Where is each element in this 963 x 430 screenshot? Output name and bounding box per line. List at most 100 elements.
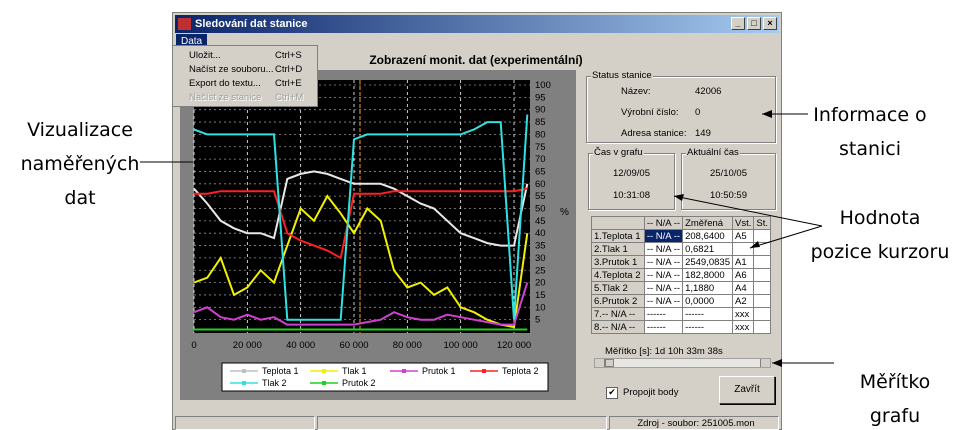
menu-shortcut: Ctrl+E bbox=[275, 78, 302, 89]
chart-date: 12/09/05 bbox=[613, 168, 650, 179]
scrollbar[interactable] bbox=[594, 358, 771, 368]
menu-item: Načíst ze stanice Ctrl+M bbox=[189, 91, 314, 105]
table-cell bbox=[753, 281, 771, 295]
legend-marker bbox=[322, 369, 326, 373]
current-time-group: Aktuální čas 25/10/05 10:50:59 bbox=[681, 147, 776, 210]
y-tick-label: 95 bbox=[535, 92, 546, 103]
field-label: Výrobní číslo: bbox=[621, 107, 679, 118]
table-cell: A5 bbox=[731, 229, 755, 243]
field-value: 42006 bbox=[695, 86, 722, 97]
legend-marker bbox=[322, 381, 326, 385]
checkbox[interactable]: ✔ bbox=[606, 387, 618, 399]
header-cell: Vst. bbox=[731, 216, 755, 230]
y-tick-label: 65 bbox=[535, 166, 546, 177]
menu-shortcut: Ctrl+M bbox=[275, 92, 304, 103]
group-title: Čas v grafu bbox=[593, 147, 644, 158]
y-tick-label: 40 bbox=[535, 228, 546, 239]
maximize-button[interactable]: □ bbox=[747, 17, 761, 30]
legend-label: Tlak 2 bbox=[262, 378, 287, 388]
field-label: Název: bbox=[621, 86, 651, 97]
table-row: 3.Prutok 1 -- N/A -- 2549,0835 A1 bbox=[591, 255, 771, 269]
table-cell: ------ bbox=[643, 307, 684, 321]
legend-marker bbox=[402, 369, 406, 373]
header-cell: Změřená bbox=[682, 216, 733, 230]
scroll-thumb[interactable] bbox=[605, 359, 614, 367]
minimize-button[interactable]: _ bbox=[731, 17, 745, 30]
menu-label: Načíst ze stanice bbox=[189, 92, 262, 103]
annotation-scale: Měřítko grafu bbox=[840, 365, 950, 430]
series-line bbox=[193, 170, 529, 247]
status-source: Zdroj - soubor: 251005.mon bbox=[609, 416, 779, 430]
current-date: 25/10/05 bbox=[710, 168, 747, 179]
annotation-line: grafu bbox=[869, 405, 921, 427]
chart-title: Zobrazení monit. dat (experimentální) bbox=[369, 53, 583, 67]
x-tick-label: 100 000 bbox=[443, 340, 477, 351]
table-cell: -- N/A -- bbox=[643, 294, 684, 308]
legend-marker bbox=[242, 369, 246, 373]
legend-marker bbox=[482, 369, 486, 373]
y-tick-label: 80 bbox=[535, 129, 546, 140]
close-app-button[interactable]: Zavřít bbox=[719, 376, 775, 404]
table-cell: A2 bbox=[731, 294, 755, 308]
menu-label: Export do textu... bbox=[189, 78, 261, 89]
close-button[interactable]: × bbox=[763, 17, 777, 30]
annotation-line: Hodnota bbox=[839, 207, 921, 229]
status-bar: Zdroj - soubor: 251005.mon bbox=[175, 415, 779, 430]
table-cell: 7.-- N/A -- bbox=[591, 307, 645, 321]
table-cell: xxx bbox=[731, 307, 755, 321]
scroll-right[interactable] bbox=[760, 359, 770, 367]
scale-label: Měřítko [s]: 1d 10h 33m 38s bbox=[605, 346, 723, 357]
table-cell: ------ bbox=[682, 307, 733, 321]
table-cell: 0,6821 bbox=[682, 242, 733, 256]
field-value: 149 bbox=[695, 128, 711, 139]
y-tick-label: 5 bbox=[535, 315, 540, 326]
menu-item[interactable]: Uložit... Ctrl+S bbox=[189, 49, 314, 63]
y-tick-label: 35 bbox=[535, 241, 546, 252]
annotation-cursor: Hodnota pozice kurzoru bbox=[800, 201, 960, 269]
menu-item[interactable]: Export do textu... Ctrl+E bbox=[189, 77, 314, 91]
chart-time-group: Čas v grafu 12/09/05 10:31:08 bbox=[588, 147, 675, 210]
table-row: 6.Prutok 2 -- N/A -- 0,0000 A2 bbox=[591, 294, 771, 308]
annotation-line: dat bbox=[64, 187, 96, 209]
table-cell bbox=[753, 294, 771, 308]
table-cell: 2.Tlak 1 bbox=[591, 242, 645, 256]
legend bbox=[221, 362, 549, 392]
table-cell: 208,6400 bbox=[682, 229, 733, 243]
table-row: 2.Tlak 1 -- N/A -- 0,6821 bbox=[591, 242, 771, 256]
table-cell bbox=[753, 229, 771, 243]
table-cell: -- N/A -- bbox=[643, 229, 684, 243]
chart: 5101520253035404550556065707580859095100… bbox=[180, 70, 576, 400]
y-tick-label: 60 bbox=[535, 179, 546, 190]
y-tick-label: 30 bbox=[535, 253, 546, 264]
table-row: 1.Teplota 1 -- N/A -- 208,6400 A5 bbox=[591, 229, 771, 243]
legend-label: Prutok 1 bbox=[422, 366, 456, 376]
table-cell: -- N/A -- bbox=[643, 281, 684, 295]
current-time: 10:50:59 bbox=[710, 190, 747, 201]
y-tick-label: 75 bbox=[535, 142, 546, 153]
annotation-line: Vizualizace bbox=[27, 119, 133, 141]
y-tick-label: 85 bbox=[535, 117, 546, 128]
legend-label: Prutok 2 bbox=[342, 378, 376, 388]
table-cell bbox=[753, 320, 771, 334]
table-cell: -- N/A -- bbox=[643, 242, 684, 256]
table-row: 4.Teplota 2 -- N/A -- 182,8000 A6 bbox=[591, 268, 771, 282]
y-tick-label: 50 bbox=[535, 204, 546, 215]
series-line bbox=[193, 282, 529, 326]
legend-marker bbox=[242, 381, 246, 385]
scroll-left[interactable] bbox=[595, 359, 605, 367]
annotation-info: Informace o stanici bbox=[800, 98, 940, 166]
menu-item[interactable]: Načíst ze souboru... Ctrl+D bbox=[189, 63, 314, 77]
group-title: Aktuální čas bbox=[686, 147, 740, 158]
title-bar: Sledování dat stanice _ □ × bbox=[175, 15, 779, 33]
table-cell: ------ bbox=[643, 320, 684, 334]
x-tick-label: 40 000 bbox=[286, 340, 315, 351]
annotation-line: Informace o bbox=[813, 104, 927, 126]
table-cell: xxx bbox=[731, 320, 755, 334]
x-tick-label: 80 000 bbox=[393, 340, 422, 351]
y-tick-label: 15 bbox=[535, 290, 546, 301]
annotation-line: naměřených bbox=[20, 153, 140, 175]
app-icon bbox=[178, 18, 191, 30]
dropdown-menu: Uložit... Ctrl+S Načíst ze souboru... Ctrl+… bbox=[172, 45, 318, 107]
annotation-line: pozice kurzoru bbox=[810, 241, 950, 263]
table-cell: -- N/A -- bbox=[643, 268, 684, 282]
